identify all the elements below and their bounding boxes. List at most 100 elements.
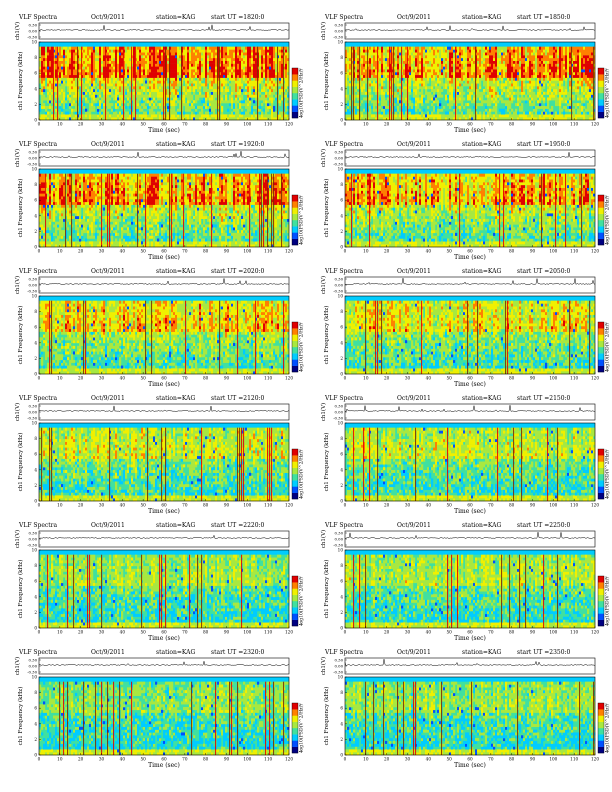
spectrogram-cell — [173, 86, 176, 90]
spectrogram-cell — [179, 55, 182, 59]
spectrogram-cell — [517, 49, 520, 53]
spectrogram-cell — [207, 63, 210, 67]
spectrogram-cell — [177, 117, 180, 121]
spectrogram-cell — [237, 83, 240, 87]
spectrogram-cell — [227, 57, 230, 61]
spectrogram-cell — [345, 111, 348, 115]
spectrogram-cell — [213, 74, 216, 78]
spectrogram-cell — [423, 80, 426, 84]
spectrogram-cell — [353, 91, 356, 95]
spectrogram-cell — [39, 57, 42, 61]
spectrogram-cell — [263, 66, 266, 70]
spectrogram-cell — [247, 100, 250, 104]
spectrogram-cell — [491, 86, 494, 90]
spectrogram-cell — [469, 86, 472, 90]
spectrogram-cell — [481, 100, 484, 104]
spectrogram-cell — [209, 88, 212, 92]
spectrogram-cell — [183, 103, 186, 107]
spectrogram-cell — [61, 114, 64, 118]
spectrogram-cell — [451, 100, 454, 104]
spectrogram-cell — [351, 57, 354, 61]
spectrogram-cell — [189, 77, 192, 81]
spectrogram-cell — [471, 100, 474, 104]
spectrogram-cell — [415, 100, 418, 104]
spectrogram-cell — [239, 88, 242, 92]
spectrogram-cell — [441, 72, 444, 76]
spectrogram-cell — [453, 52, 456, 56]
spectrogram-cell — [427, 57, 430, 61]
spectrogram-cell — [63, 46, 66, 50]
spectrogram-cell — [417, 69, 420, 73]
spectrogram-cell — [265, 49, 268, 53]
spectrogram-cell — [111, 63, 114, 67]
spectrogram-cell — [269, 88, 272, 92]
spectrogram-cell — [445, 60, 448, 64]
spectrogram-cell — [407, 55, 410, 59]
spectrogram-cell — [355, 117, 358, 121]
spectrogram-cell — [173, 60, 176, 64]
spectrogram-cell — [275, 60, 278, 64]
spectrogram-cell — [445, 74, 448, 78]
spectrogram-cell — [59, 60, 62, 64]
spectrogram-cell — [229, 117, 232, 121]
spectrogram-cell — [171, 105, 174, 109]
spectrogram-cell — [151, 88, 154, 92]
spectrogram-cell — [495, 63, 498, 67]
spectrogram-cell — [347, 105, 350, 109]
spectrogram-cell — [189, 91, 192, 95]
spectrogram-cell — [371, 77, 374, 81]
spectrogram-cell — [197, 74, 200, 78]
spectrogram-cell — [141, 57, 144, 61]
spectrogram-cell — [485, 88, 488, 92]
spectrogram-cell — [93, 91, 96, 95]
spectrogram-cell — [145, 86, 148, 90]
spectrogram-cell — [391, 60, 394, 64]
spectrogram-cell — [387, 88, 390, 92]
spectrogram-cell — [505, 60, 508, 64]
spectrogram-cell — [185, 83, 188, 87]
spectrogram-cell — [107, 117, 110, 121]
spectrogram-cell — [431, 55, 434, 59]
spectrogram-cell — [151, 100, 154, 104]
spectrogram-cell — [489, 57, 492, 61]
spectrogram-cell — [153, 55, 156, 59]
spectrogram-cell — [157, 97, 160, 101]
spectrogram-cell — [513, 77, 516, 81]
spectrogram-cell — [481, 114, 484, 118]
spectrogram-cell — [215, 105, 218, 109]
spectrogram-cell — [85, 63, 88, 67]
spectrogram-cell — [249, 108, 252, 112]
spectrogram-cell — [383, 108, 386, 112]
spectrogram-cell — [179, 46, 182, 50]
spectrogram-cell — [271, 114, 274, 118]
spectrogram-cell — [71, 100, 74, 104]
spectrogram-cell — [65, 97, 68, 101]
spectrogram-cell — [259, 111, 262, 115]
spectrogram-cell — [159, 66, 162, 70]
spectrogram-cell — [167, 105, 170, 109]
spectrogram-cell — [521, 91, 524, 95]
spectrogram-cell — [185, 105, 188, 109]
spectrogram-cell — [287, 105, 290, 109]
spectrogram-cell — [79, 80, 82, 84]
spectrogram-cell — [253, 88, 256, 92]
spectrogram-cell — [489, 100, 492, 104]
spectrogram-cell — [235, 88, 238, 92]
spectrogram-cell — [223, 74, 226, 78]
spectrogram-cell — [459, 80, 462, 84]
spectrogram-cell — [223, 88, 226, 92]
spectrogram-cell — [237, 117, 240, 121]
spectrogram-cell — [523, 49, 526, 53]
spectrogram-cell — [227, 72, 230, 76]
spectrogram-cell — [263, 86, 266, 90]
spectrogram-cell — [403, 69, 406, 73]
spectrogram-cell — [261, 55, 264, 59]
spectrogram-cell — [221, 57, 224, 61]
spectrogram-cell — [129, 111, 132, 115]
spectrogram-cell — [353, 103, 356, 107]
spectrogram-cell — [349, 69, 352, 73]
spectrogram-cell — [407, 46, 410, 50]
spectrogram-cell — [89, 91, 92, 95]
spectrogram-cell — [89, 57, 92, 61]
spectrogram-cell — [389, 60, 392, 64]
